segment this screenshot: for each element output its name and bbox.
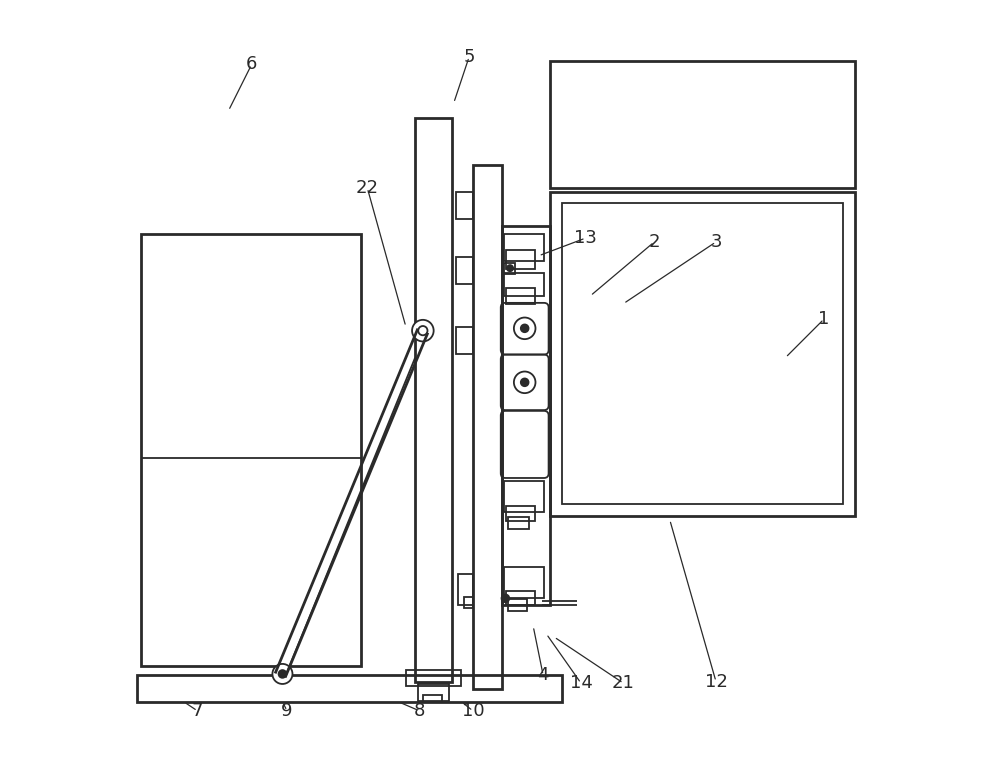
- Circle shape: [521, 325, 529, 333]
- Bar: [506, 249, 535, 269]
- Circle shape: [279, 670, 286, 678]
- Text: 13: 13: [574, 229, 597, 247]
- Bar: [506, 506, 535, 521]
- Text: 6: 6: [246, 55, 257, 74]
- Bar: [137, 675, 562, 702]
- Bar: [456, 192, 473, 219]
- Bar: [504, 567, 544, 598]
- Circle shape: [521, 378, 529, 386]
- Text: 7: 7: [192, 702, 203, 720]
- Bar: [506, 591, 535, 605]
- Circle shape: [502, 594, 509, 602]
- Circle shape: [507, 265, 513, 271]
- Bar: [506, 288, 535, 304]
- Bar: [504, 263, 515, 274]
- Bar: [456, 327, 473, 354]
- Bar: [504, 234, 544, 261]
- Bar: [550, 61, 855, 188]
- Bar: [464, 597, 473, 608]
- Circle shape: [412, 320, 434, 341]
- Bar: [141, 234, 361, 666]
- Bar: [406, 670, 461, 685]
- Text: 2: 2: [649, 233, 660, 251]
- Bar: [423, 695, 442, 702]
- Text: 4: 4: [537, 667, 549, 685]
- Text: 1: 1: [818, 310, 830, 328]
- Bar: [415, 119, 452, 681]
- Text: 12: 12: [705, 673, 727, 691]
- Bar: [508, 517, 529, 529]
- Bar: [504, 481, 544, 512]
- Text: 14: 14: [570, 674, 592, 692]
- Text: 3: 3: [710, 233, 722, 251]
- Text: 22: 22: [356, 179, 379, 197]
- Bar: [508, 599, 527, 611]
- Bar: [504, 273, 544, 296]
- Text: 10: 10: [462, 702, 484, 720]
- Bar: [473, 165, 502, 689]
- Text: 21: 21: [612, 674, 635, 692]
- Circle shape: [418, 326, 427, 335]
- Bar: [502, 227, 550, 605]
- Text: 9: 9: [281, 702, 293, 720]
- Text: 5: 5: [463, 47, 475, 66]
- Circle shape: [272, 664, 292, 684]
- Bar: [562, 204, 843, 504]
- Bar: [550, 192, 855, 516]
- Bar: [418, 684, 449, 701]
- Text: 8: 8: [414, 702, 425, 720]
- Bar: [458, 573, 473, 605]
- Bar: [456, 257, 473, 284]
